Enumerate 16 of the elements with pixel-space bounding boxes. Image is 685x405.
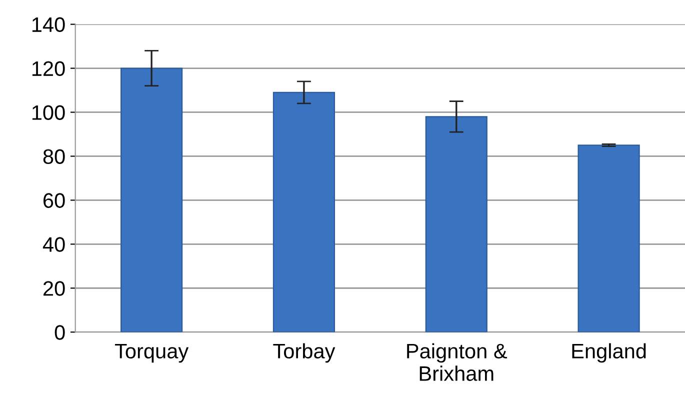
y-tick-label: 0 [54, 325, 65, 340]
x-tick-label: Torquay [114, 344, 189, 363]
bar [578, 144, 640, 332]
y-tick-label: 100 [32, 105, 65, 120]
bar [120, 68, 183, 332]
y-tick-label: 40 [42, 237, 65, 252]
x-tick-label: Torbay [273, 343, 336, 363]
y-tick-label: 60 [44, 193, 65, 208]
x-tick-label: England [572, 343, 646, 363]
y-tick-label: 120 [32, 61, 65, 76]
y-tick-label: 80 [43, 149, 65, 164]
y-tick-label: 20 [44, 281, 65, 296]
bar [272, 92, 336, 332]
x-tick-label: Paignton & Brixham [407, 343, 508, 381]
bar [425, 116, 488, 332]
y-tick-label: 140 [32, 17, 65, 32]
